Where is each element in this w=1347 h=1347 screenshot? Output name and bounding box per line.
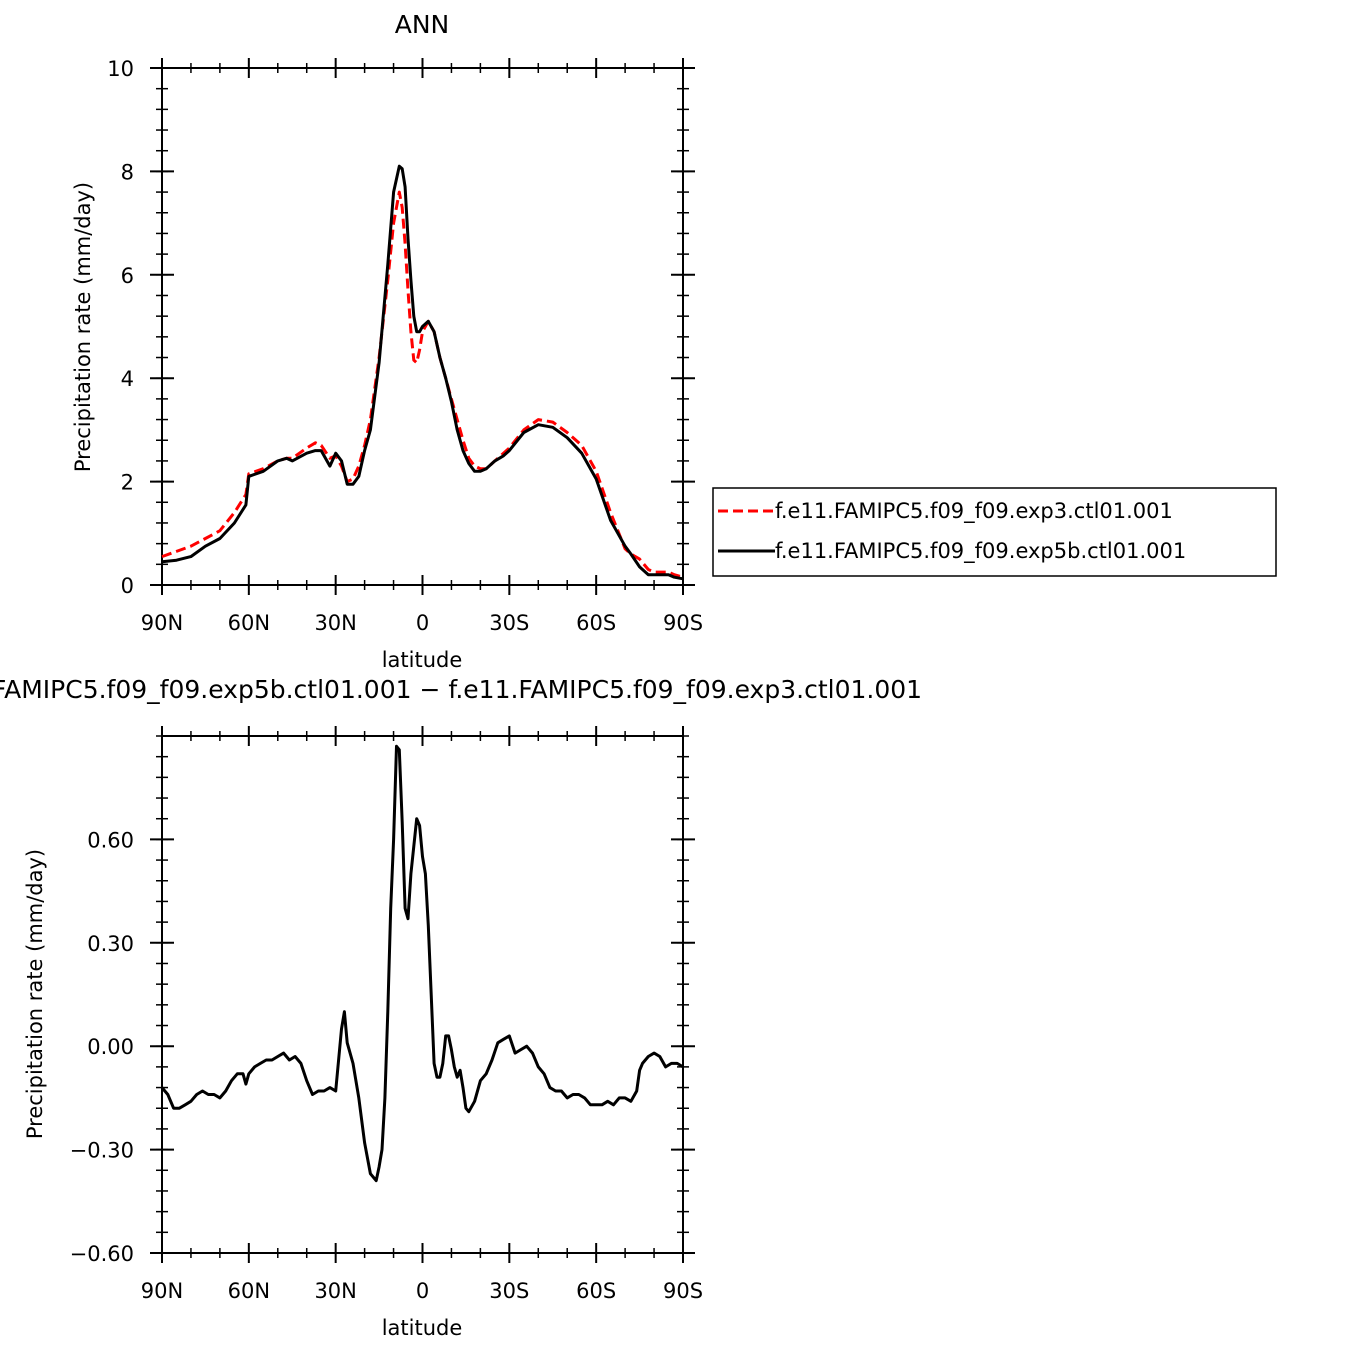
top-x-tick-label: 0 [416,611,429,635]
top-y-axis-label: Precipitation rate (mm/day) [71,182,95,472]
top-y-tick-label: 4 [121,367,134,391]
top-y-tick-label: 6 [121,264,134,288]
bottom-x-tick-label: 60N [228,1279,270,1303]
top-x-tick-label: 60S [576,611,616,635]
bottom-y-tick-label: 0.30 [87,932,134,956]
top-series-line-1 [161,164,684,581]
bottom-y-tick-label: −0.30 [70,1139,134,1163]
top-plot-area: 90N 60N 30N 0 30S 60S 90S 0 2 4 6 8 10 [107,57,703,635]
bottom-series-line-0 [160,744,684,1183]
bottom-x-tick-label: 90S [663,1279,703,1303]
top-chart-title: ANN [395,10,450,39]
bottom-y-tick-label: −0.60 [70,1242,134,1266]
top-x-tick-label: 30S [489,611,529,635]
bottom-x-tick-label: 0 [416,1279,429,1303]
top-x-tick-label: 60N [228,611,270,635]
top-x-axis-label: latitude [382,648,463,672]
bottom-x-tick-label: 60S [576,1279,616,1303]
top-x-tick-label: 90S [663,611,703,635]
legend-label-exp3: f.e11.FAMIPC5.f09_f09.exp3.ctl01.001 [775,499,1173,524]
bottom-y-tick-label: 0.60 [87,828,134,852]
top-x-tick-label: 90N [141,611,183,635]
top-y-tick-label: 10 [107,57,134,81]
legend-label-exp5b: f.e11.FAMIPC5.f09_f09.exp5b.ctl01.001 [775,539,1186,564]
bottom-plot-frame [161,735,684,1254]
legend: f.e11.FAMIPC5.f09_f09.exp3.ctl01.001 f.e… [712,487,1277,577]
top-y-tick-label: 2 [121,471,134,495]
top-x-tick-label: 30N [314,611,356,635]
bottom-plot-area: 90N 60N 30N 0 30S 60S 90S −0.60 −0.30 0.00 0.30 0.6… [70,726,703,1303]
bottom-x-axis-label: latitude [382,1316,463,1340]
top-series-line-0 [161,190,684,579]
bottom-chart-title: f.e11.FAMIPC5.f09_f09.exp5b.ctl01.001 − … [0,675,922,704]
top-y-tick-label: 0 [121,574,134,598]
bottom-x-tick-label: 90N [141,1279,183,1303]
bottom-x-tick-label: 30N [314,1279,356,1303]
bottom-y-axis-label: Precipitation rate (mm/day) [23,849,47,1139]
top-y-tick-label: 8 [121,160,134,184]
bottom-y-tick-label: 0.00 [87,1035,134,1059]
bottom-panel: f.e11.FAMIPC5.f09_f09.exp5b.ctl01.001 − … [0,675,922,1340]
legend-box [712,487,1277,577]
bottom-x-tick-label: 30S [489,1279,529,1303]
